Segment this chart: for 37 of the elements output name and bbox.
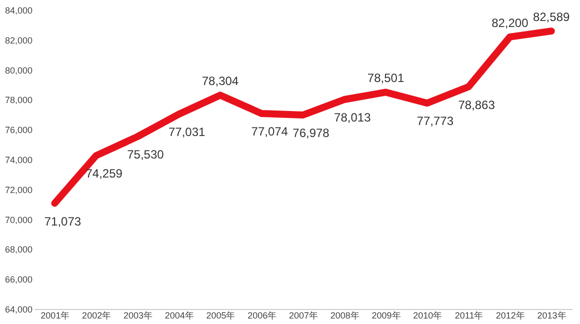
data-label: 74,259 (86, 166, 123, 181)
x-tick-label: 2008年 (330, 310, 360, 320)
x-tick-label: 2009年 (372, 310, 401, 320)
y-tick-label: 64,000 (4, 304, 32, 314)
y-tick-label: 74,000 (4, 155, 32, 165)
data-label: 78,501 (367, 71, 404, 86)
y-tick-label: 80,000 (4, 65, 32, 76)
x-tick-label: 2013年 (537, 310, 566, 320)
y-tick-label: 84,000 (4, 6, 32, 16)
y-tick-label: 70,000 (4, 214, 32, 225)
x-tick-label: 2004年 (164, 310, 194, 320)
data-label: 78,013 (334, 110, 372, 125)
x-tick-label: 2011年 (454, 310, 484, 320)
y-tick-label: 82,000 (4, 35, 32, 46)
y-tick-label: 66,000 (4, 274, 32, 285)
x-tick-label: 2012年 (496, 310, 525, 320)
data-label: 78,863 (458, 98, 496, 112)
data-label: 77,773 (416, 114, 454, 128)
data-label: 76,978 (292, 126, 330, 140)
y-tick-label: 68,000 (4, 244, 32, 255)
data-label: 77,074 (251, 124, 288, 139)
y-tick-label: 76,000 (4, 125, 32, 136)
x-tick-label: 2003年 (123, 310, 152, 320)
data-label: 77,031 (168, 125, 206, 140)
x-tick-label: 2001年 (40, 310, 70, 320)
data-label: 82,200 (492, 16, 529, 30)
y-tick-label: 72,000 (4, 184, 32, 195)
y-tick-label: 78,000 (4, 95, 32, 106)
data-label: 82,589 (532, 10, 570, 24)
data-label: 75,530 (127, 148, 164, 162)
data-label: 78,304 (202, 74, 239, 88)
data-label: 71,073 (44, 214, 82, 228)
x-tick-label: 2007年 (288, 310, 318, 320)
x-tick-label: 2010年 (413, 310, 442, 320)
x-tick-label: 2002年 (82, 310, 112, 320)
x-tick-label: 2006年 (248, 310, 277, 320)
x-tick-label: 2005年 (206, 310, 236, 320)
